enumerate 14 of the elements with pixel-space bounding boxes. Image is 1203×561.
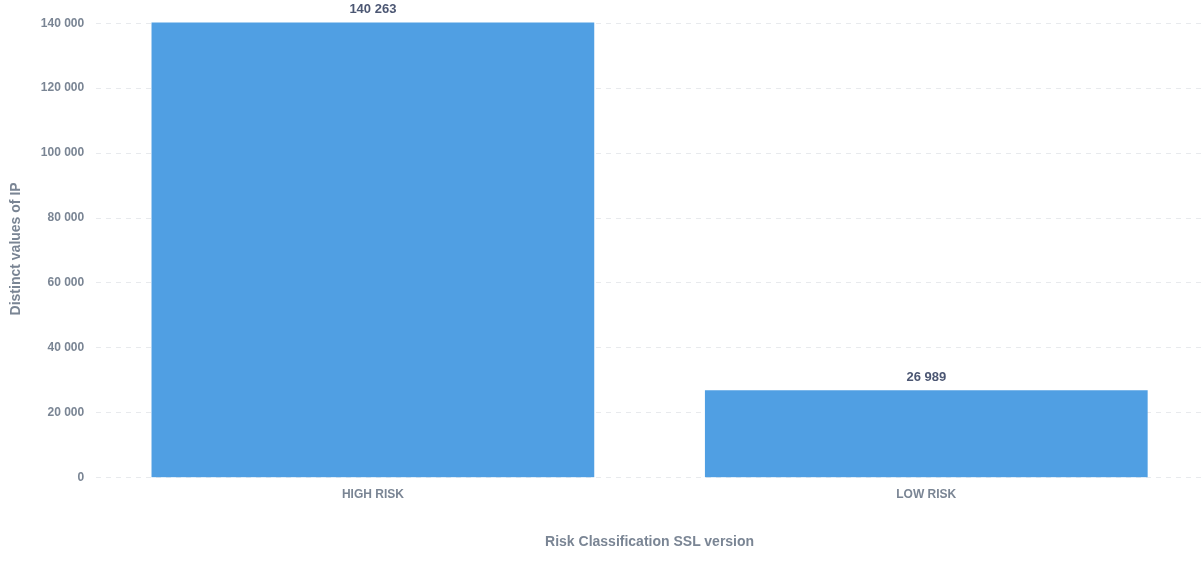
y-tick-label: 120 000 <box>40 80 85 95</box>
y-tick-label: 100 000 <box>40 145 85 160</box>
y-tick-label: 60 000 <box>47 275 85 290</box>
x-tick-label: LOW RISK <box>896 487 957 502</box>
x-axis-title: Risk Classification SSL version <box>545 533 755 550</box>
x-tick-label: HIGH RISK <box>341 487 405 502</box>
y-tick-label: 80 000 <box>47 210 85 225</box>
y-tick-label: 40 000 <box>47 340 85 355</box>
data-label: 140 263 <box>349 1 397 17</box>
y-tick-label: 0 <box>77 470 85 485</box>
data-label: 26 989 <box>906 369 947 385</box>
y-axis-title: Distinct values of IP <box>7 182 24 316</box>
y-tick-label: 20 000 <box>47 405 85 420</box>
y-tick-label: 140 000 <box>40 15 85 30</box>
